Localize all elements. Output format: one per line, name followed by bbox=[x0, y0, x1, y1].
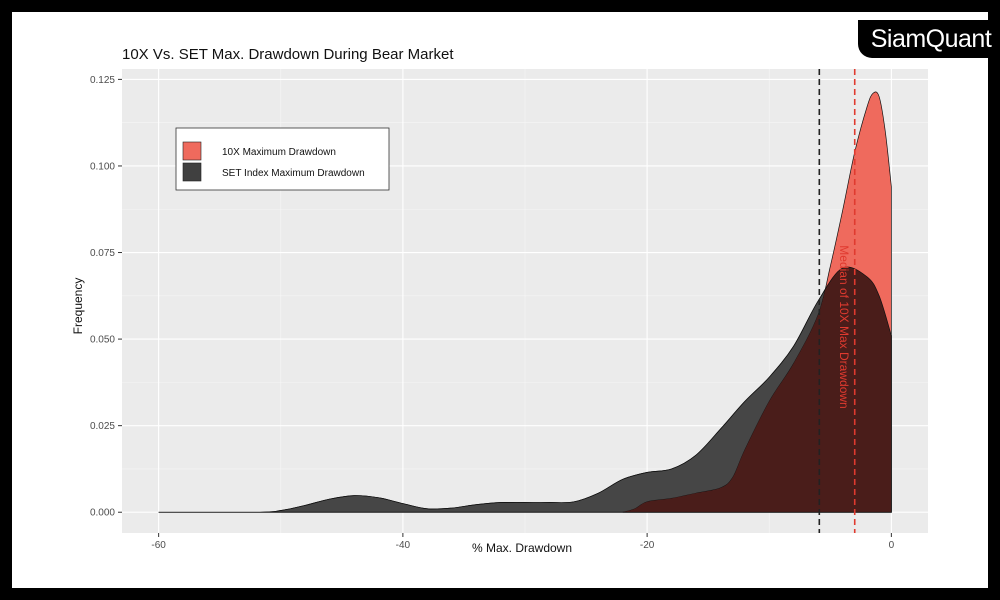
chart: 10X Vs. SET Max. Drawdown During Bear Ma… bbox=[71, 46, 928, 555]
y-tick-label: 0.025 bbox=[90, 421, 115, 432]
y-tick-label: 0.125 bbox=[90, 75, 115, 86]
legend-label-10x: 10X Maximum Drawdown bbox=[222, 147, 336, 158]
annotation-median-10x: Median of 10X Max Drawdown bbox=[837, 245, 851, 408]
chart-title: 10X Vs. SET Max. Drawdown During Bear Ma… bbox=[122, 46, 454, 63]
chart-frame: 10X Vs. SET Max. Drawdown During Bear Ma… bbox=[12, 12, 1000, 588]
x-tick-label: -60 bbox=[151, 540, 166, 551]
density-overlap bbox=[622, 267, 892, 513]
legend-box bbox=[175, 127, 390, 191]
y-tick-label: 0.075 bbox=[90, 248, 115, 259]
legend-swatch-set bbox=[182, 162, 202, 182]
legend-label-set: SET Index Maximum Drawdown bbox=[222, 168, 365, 179]
y-tick-label: 0.100 bbox=[90, 161, 115, 172]
x-tick-label: -20 bbox=[640, 540, 655, 551]
siamquant-logo: SiamQuant bbox=[858, 20, 1000, 58]
legend-swatch-10x bbox=[182, 141, 202, 161]
y-tick-label: 0.000 bbox=[90, 508, 115, 519]
x-axis-title: % Max. Drawdown bbox=[472, 541, 572, 555]
x-tick-label: -40 bbox=[396, 540, 411, 551]
legend: 10X Maximum Drawdown SET Index Maximum D… bbox=[175, 127, 390, 191]
y-axis-title: Frequency bbox=[71, 278, 85, 335]
density-outline-set bbox=[158, 266, 892, 513]
plot-area: -60 -40 -20 0 0.000 0.025 0.050 0.075 0.100 0.125… bbox=[90, 69, 928, 551]
y-tick-label: 0.050 bbox=[90, 335, 115, 346]
x-tick-label: 0 bbox=[889, 540, 895, 551]
